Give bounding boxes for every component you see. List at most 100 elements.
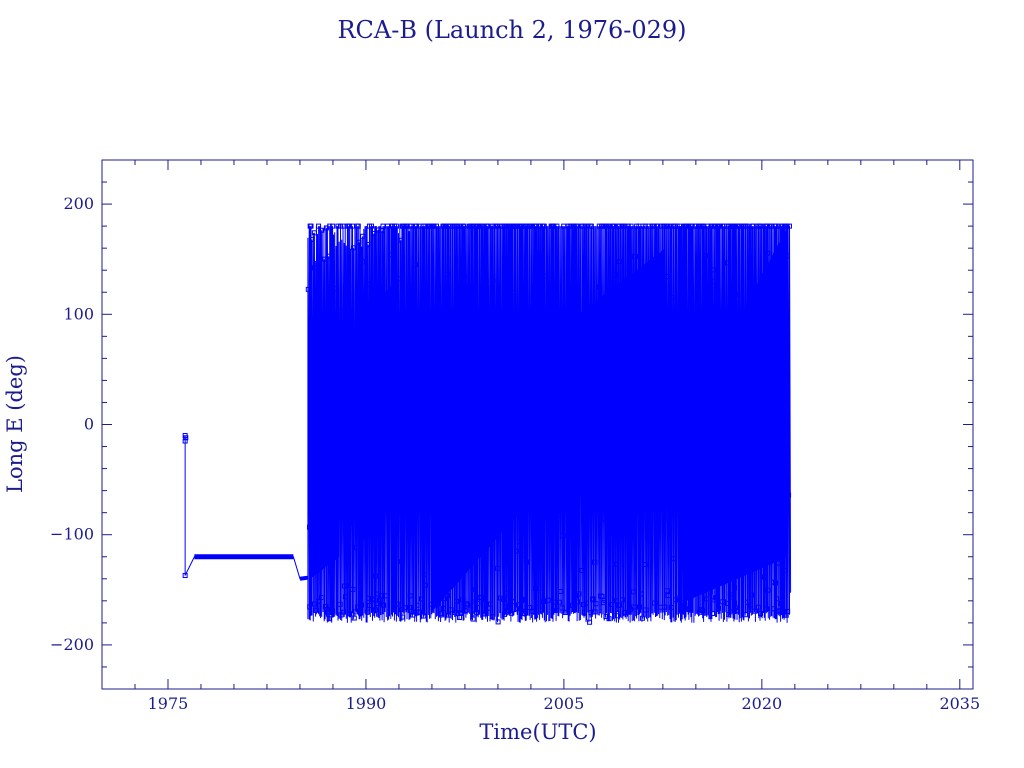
- data-point: [777, 608, 783, 614]
- data-point: [313, 607, 319, 613]
- data-point: [331, 445, 337, 451]
- data-point: [769, 329, 775, 335]
- data-point: [742, 454, 748, 460]
- data-point: [748, 602, 754, 608]
- y-axis-label: Long E (deg): [3, 355, 27, 493]
- data-point: [398, 558, 404, 564]
- data-point: [563, 382, 569, 388]
- data-point: [778, 601, 784, 607]
- data-point: [448, 607, 454, 613]
- data-point: [451, 386, 457, 392]
- data-point: [678, 608, 684, 614]
- data-point: [693, 429, 699, 435]
- data-point: [543, 273, 549, 279]
- data-point: [315, 598, 321, 604]
- data-point: [475, 531, 481, 537]
- data-point: [554, 607, 560, 613]
- data-point: [437, 571, 443, 577]
- data-point: [510, 289, 516, 295]
- data-point: [481, 389, 487, 395]
- data-point: [332, 286, 338, 292]
- data-point: [605, 542, 611, 548]
- data-point: [592, 559, 598, 565]
- data-point: [459, 610, 465, 616]
- data-point: [327, 223, 333, 229]
- data-point: [462, 608, 468, 614]
- data-point: [725, 600, 731, 606]
- data-point: [531, 344, 537, 350]
- data-point: [374, 375, 380, 381]
- data-point: [598, 593, 604, 599]
- data-point: [354, 534, 360, 540]
- data-point: [577, 346, 583, 352]
- data-point: [375, 534, 381, 540]
- data-point: [765, 250, 771, 256]
- data-point: [625, 223, 631, 229]
- data-point: [358, 602, 364, 608]
- data-point: [726, 612, 732, 618]
- data-point: [368, 337, 374, 343]
- data-point: [316, 223, 322, 229]
- data-point: [536, 250, 542, 256]
- x-tick-label: 1975: [148, 694, 189, 713]
- data-point: [501, 596, 507, 602]
- data-point: [434, 526, 440, 532]
- data-point: [717, 223, 723, 229]
- data-point: [347, 611, 353, 617]
- data-point: [372, 607, 378, 613]
- data-point: [523, 608, 529, 614]
- data-point: [727, 468, 733, 474]
- data-point: [380, 507, 386, 513]
- data-point: [425, 420, 431, 426]
- data-point: [442, 596, 448, 602]
- data-point: [625, 411, 631, 417]
- x-tick-label: 1990: [346, 694, 387, 713]
- data-point: [634, 401, 640, 407]
- data-point: [446, 612, 452, 618]
- data-point: [381, 346, 387, 352]
- data-point: [330, 552, 336, 558]
- data-point: [774, 596, 780, 602]
- data-point: [376, 597, 382, 603]
- data-point: [556, 512, 562, 518]
- data-point: [453, 598, 459, 604]
- data-point: [433, 223, 439, 229]
- data-point: [308, 223, 314, 229]
- data-point: [556, 599, 562, 605]
- data-point: [705, 223, 711, 229]
- data-point: [668, 447, 674, 453]
- data-point: [346, 223, 352, 229]
- data-point: [309, 444, 315, 450]
- data-point: [737, 572, 743, 578]
- data-point: [480, 406, 486, 412]
- data-point: [504, 329, 510, 335]
- data-point: [508, 333, 514, 339]
- data-point: [428, 329, 434, 335]
- data-point: [714, 577, 720, 583]
- data-point: [360, 370, 366, 376]
- data-point: [636, 469, 642, 475]
- y-tick-label: −100: [50, 525, 94, 544]
- data-point: [613, 561, 619, 567]
- data-point: [384, 365, 390, 371]
- data-point: [542, 464, 548, 470]
- data-point: [513, 548, 519, 554]
- data-point: [599, 369, 605, 375]
- data-point: [353, 609, 359, 615]
- drift-band: [310, 358, 340, 579]
- data-point: [735, 608, 741, 614]
- data-point: [448, 471, 454, 477]
- data-point: [571, 531, 577, 537]
- data-layer: [182, 223, 792, 625]
- data-point: [746, 401, 752, 407]
- data-point: [458, 570, 464, 576]
- data-point: [549, 427, 555, 433]
- data-point: [655, 291, 661, 297]
- data-point: [411, 493, 417, 499]
- data-point: [582, 223, 588, 229]
- x-tick-label: 2035: [939, 694, 980, 713]
- data-point: [422, 582, 428, 588]
- data-point: [782, 568, 788, 574]
- data-point: [474, 610, 480, 616]
- data-point: [586, 408, 592, 414]
